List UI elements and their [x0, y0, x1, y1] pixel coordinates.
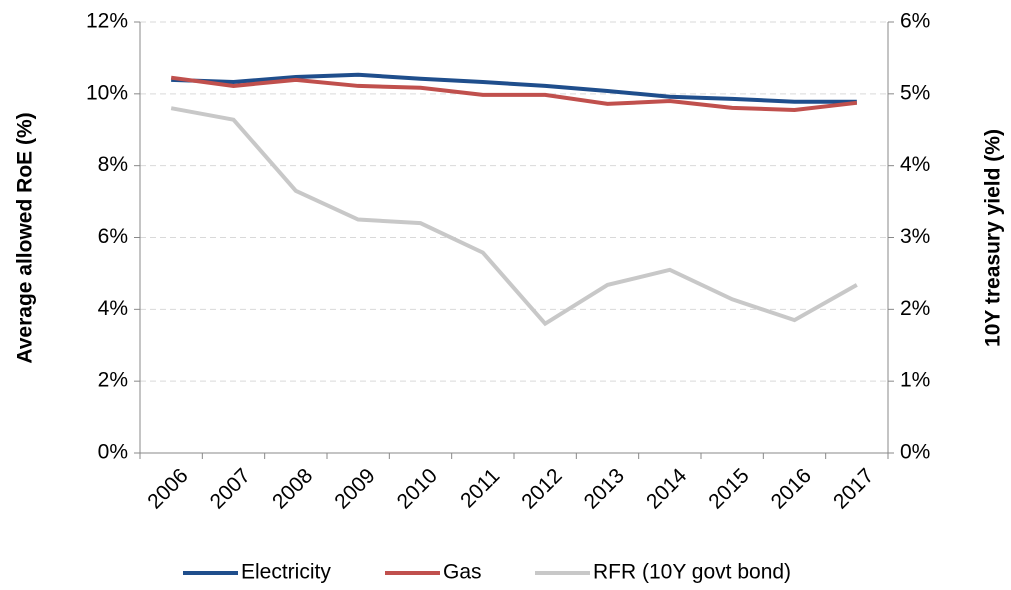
x-tick-label: 2015 [704, 464, 753, 513]
y-tick-label: 4% [98, 297, 128, 320]
series-line [170, 106, 858, 327]
y-tick-label: 10% [86, 81, 128, 104]
y-axis-title: Average allowed RoE (%) [14, 112, 37, 363]
legend-label: RFR (10Y govt bond) [593, 561, 791, 584]
x-tick-label: 2013 [580, 464, 629, 513]
y2-tick-label: 1% [900, 369, 930, 392]
x-tick-label: 2012 [517, 464, 566, 513]
legend-label: Electricity [241, 561, 331, 584]
y-tick-label: 6% [98, 225, 128, 248]
x-tick-label: 2016 [767, 464, 816, 513]
x-tick-label: 2011 [456, 464, 504, 512]
x-tick-label: 2017 [829, 464, 878, 513]
y2-tick-label: 6% [900, 10, 930, 33]
x-tick-label: 2006 [143, 464, 192, 513]
y-tick-label: 12% [86, 10, 128, 33]
x-tick-label: 2008 [268, 464, 317, 513]
y2-tick-label: 0% [900, 441, 930, 464]
y2-tick-label: 5% [900, 81, 930, 104]
series-line [171, 72, 857, 104]
y2-tick-label: 4% [900, 153, 930, 176]
legend-label: Gas [443, 561, 482, 584]
y-tick-label: 0% [98, 441, 128, 464]
y2-tick-label: 2% [900, 297, 930, 320]
x-tick-label: 2010 [393, 464, 442, 513]
y2-tick-label: 3% [900, 225, 930, 248]
x-tick-label: 2007 [206, 464, 255, 513]
series-line [170, 75, 858, 112]
x-tick-label: 2014 [642, 464, 692, 514]
y-tick-label: 8% [98, 153, 128, 176]
y2-axis-title: 10Y treasury yield (%) [982, 129, 1005, 347]
y-tick-label: 2% [98, 369, 128, 392]
x-tick-label: 2009 [330, 464, 379, 513]
